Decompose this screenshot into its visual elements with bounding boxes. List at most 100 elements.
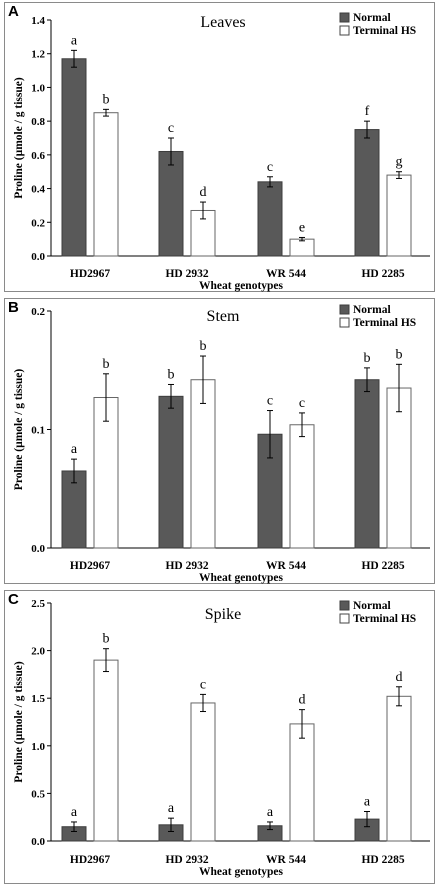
- bar-normal: [158, 395, 184, 549]
- bar-terminal-hs: [93, 659, 119, 842]
- significance-letter: d: [396, 670, 403, 685]
- bar-normal: [354, 379, 380, 549]
- y-tick-label: 0.2: [31, 306, 45, 318]
- x-tick-label: HD2967: [70, 854, 111, 866]
- x-tick-label: HD 2932: [165, 268, 208, 280]
- y-tick-label: 0.4: [31, 184, 45, 196]
- x-tick-label: WR 544: [266, 268, 306, 280]
- legend-label-normal: Normal: [353, 304, 391, 316]
- y-tick-label: 1.4: [31, 15, 45, 27]
- significance-letter: d: [200, 185, 207, 200]
- legend-swatch-normal: [339, 12, 350, 23]
- panel-letter: B: [8, 299, 19, 316]
- significance-letter: a: [168, 801, 175, 816]
- legend-swatch-normal: [339, 304, 350, 315]
- significance-letter: e: [299, 220, 305, 235]
- significance-letter: g: [396, 155, 403, 170]
- significance-letter: a: [71, 805, 78, 820]
- legend-swatch-terminal-hs: [339, 317, 350, 328]
- panel-letter: A: [8, 3, 19, 20]
- bar-terminal-hs: [386, 174, 412, 257]
- y-tick-label: 0.1: [31, 425, 45, 437]
- legend-label-terminal-hs: Terminal HS: [353, 613, 416, 625]
- y-axis-title: Proline (µmole / g tissue): [13, 369, 25, 491]
- spike-panel: C Spike 0.0 0.5 1.0 1.5 2.0 2.5 Proline (µmole /…: [4, 590, 435, 884]
- significance-letter: c: [267, 160, 273, 175]
- legend-label-normal: Normal: [353, 12, 391, 24]
- y-tick-label: 0.0: [31, 251, 45, 263]
- y-tick-label: 0.6: [31, 150, 45, 162]
- significance-letter: b: [103, 92, 110, 107]
- significance-letter: a: [364, 794, 371, 809]
- significance-letter: a: [71, 442, 78, 457]
- panel-letter: C: [8, 591, 19, 608]
- chart-title: Stem: [207, 308, 240, 325]
- significance-letter: b: [200, 339, 207, 354]
- stem-panel: B Stem 0.0 0.1 0.2 Proline (µmole / g tissue)…: [4, 298, 435, 584]
- significance-letter: c: [267, 394, 273, 409]
- y-axis-title: Proline (µmole / g tissue): [13, 77, 25, 199]
- bar-normal: [354, 129, 380, 257]
- legend-label-normal: Normal: [353, 600, 391, 612]
- y-tick-label: 0.8: [31, 116, 45, 128]
- legend-swatch-terminal-hs: [339, 613, 350, 624]
- bar-terminal-hs: [289, 723, 315, 842]
- bar-terminal-hs: [190, 702, 216, 842]
- y-tick-label: 1.5: [31, 693, 45, 705]
- significance-letter: d: [299, 693, 306, 708]
- significance-letter: b: [103, 357, 110, 372]
- y-tick-label: 2.0: [31, 646, 45, 658]
- significance-letter: a: [71, 33, 78, 48]
- stem-chart: B Stem 0.0 0.1 0.2 Proline (µmole / g tissue)…: [8, 299, 430, 584]
- bar-terminal-hs: [386, 387, 412, 549]
- legend-label-terminal-hs: Terminal HS: [353, 25, 416, 37]
- leaves-panel: A Leaves 0.0 0.2 0.4 0.6 0.8 1.0 1.2 1.4 Proline (…: [4, 2, 435, 292]
- bar-terminal-hs: [190, 379, 216, 549]
- chart-title: Leaves: [200, 14, 245, 31]
- x-tick-label: HD 2285: [361, 854, 404, 866]
- bar-normal: [257, 181, 283, 257]
- significance-letter: b: [364, 351, 371, 366]
- x-tick-label: HD2967: [70, 560, 111, 572]
- x-axis-title: Wheat genotypes: [199, 280, 284, 292]
- legend-swatch-normal: [339, 600, 350, 611]
- x-tick-label: HD 2932: [165, 560, 208, 572]
- significance-letter: c: [200, 677, 206, 692]
- y-tick-label: 0.0: [31, 543, 45, 555]
- x-tick-label: WR 544: [266, 560, 306, 572]
- y-tick-label: 0.5: [31, 788, 45, 800]
- x-tick-label: HD 2285: [361, 268, 404, 280]
- y-tick-label: 0.2: [31, 217, 45, 229]
- significance-letter: b: [168, 367, 175, 382]
- y-tick-label: 0.0: [31, 836, 45, 848]
- x-tick-label: HD 2285: [361, 560, 404, 572]
- bar-normal: [158, 150, 184, 257]
- significance-letter: b: [103, 632, 110, 647]
- spike-chart: C Spike 0.0 0.5 1.0 1.5 2.0 2.5 Proline (µmole /…: [8, 591, 430, 878]
- x-tick-label: HD2967: [70, 268, 111, 280]
- significance-letter: c: [168, 121, 174, 136]
- y-tick-label: 1.2: [31, 49, 45, 61]
- bar-terminal-hs: [93, 112, 119, 257]
- bar-terminal-hs: [93, 397, 119, 549]
- x-axis-title: Wheat genotypes: [199, 866, 284, 878]
- y-tick-label: 2.5: [31, 598, 45, 610]
- chart-title: Spike: [205, 606, 241, 623]
- x-axis-title: Wheat genotypes: [199, 572, 284, 584]
- x-tick-label: WR 544: [266, 854, 306, 866]
- significance-letter: f: [365, 104, 370, 119]
- y-tick-label: 1.0: [31, 82, 45, 94]
- legend-label-terminal-hs: Terminal HS: [353, 317, 416, 329]
- significance-letter: a: [267, 805, 274, 820]
- bar-terminal-hs: [289, 424, 315, 549]
- significance-letter: c: [299, 396, 305, 411]
- legend-swatch-terminal-hs: [339, 25, 350, 36]
- y-tick-label: 1.0: [31, 741, 45, 753]
- x-tick-label: HD 2932: [165, 854, 208, 866]
- bar-terminal-hs: [386, 695, 412, 842]
- bar-terminal-hs: [289, 238, 315, 257]
- significance-letter: b: [396, 347, 403, 362]
- leaves-chart: A Leaves 0.0 0.2 0.4 0.6 0.8 1.0 1.2 1.4 Proline (…: [8, 3, 430, 292]
- y-axis-title: Proline (µmole / g tissue): [13, 661, 25, 783]
- bar-normal: [61, 58, 87, 257]
